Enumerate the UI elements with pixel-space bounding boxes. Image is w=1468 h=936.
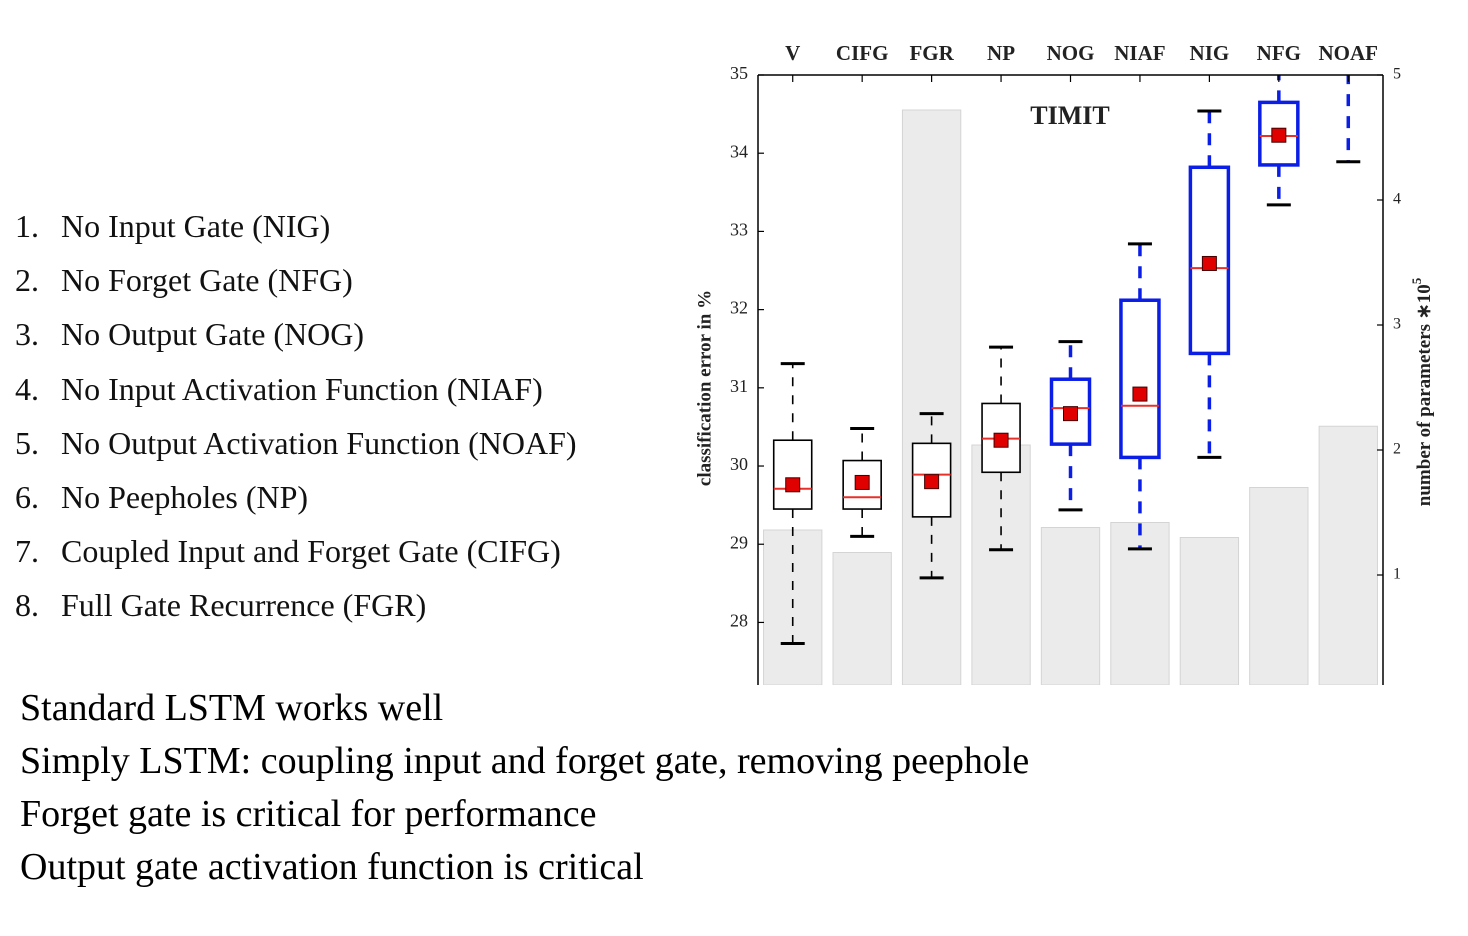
note: Output gate activation function is criti…	[20, 846, 644, 888]
box-layer	[772, 0, 1367, 646]
y-axis-label: classification error in %	[694, 290, 715, 486]
parameter-bar	[1249, 487, 1309, 685]
list-item: 6. No Peepholes (NP)	[15, 479, 308, 516]
list-text: No Input Gate (NIG)	[61, 208, 331, 244]
list-item: 1. No Input Gate (NIG)	[15, 208, 330, 245]
note: Forget gate is critical for performance	[20, 793, 597, 835]
mean-marker	[1271, 127, 1287, 143]
y-tick-label: 31	[730, 376, 748, 396]
y-tick-label: 33	[730, 220, 748, 240]
y-tick-label: 32	[730, 298, 748, 318]
y-tick-label: 28	[730, 611, 748, 631]
list-number: 8.	[15, 587, 39, 624]
list-number: 5.	[15, 424, 39, 461]
list-text: No Output Gate (NOG)	[61, 316, 365, 353]
list-text: Coupled Input and Forget Gate (CIFG)	[61, 533, 561, 570]
x-tick-label: NFG	[1257, 41, 1301, 65]
parameter-bar	[1040, 527, 1101, 685]
bar-layer	[763, 109, 1378, 685]
y2-tick-label: 3	[1393, 316, 1401, 333]
y2-tick-label: 5	[1393, 66, 1401, 83]
list-item: 2. No Forget Gate (NFG)	[15, 262, 353, 299]
x-tick-label: V	[785, 41, 800, 65]
mean-marker	[854, 474, 870, 490]
list-text: No Peepholes (NP)	[61, 479, 309, 515]
y2-axis-label: number of parameters ∗105	[1409, 277, 1435, 506]
y2-tick-label: 2	[1393, 441, 1401, 458]
list-number: 6.	[15, 479, 39, 515]
x-tick-label: NIG	[1190, 41, 1230, 65]
mean-marker	[785, 477, 801, 493]
mean-marker	[993, 432, 1009, 448]
list-item: 3. No Output Gate (NOG)	[15, 316, 364, 353]
axes: TIMIT classification error in % number o…	[694, 41, 1435, 685]
x-tick-label: NIAF	[1114, 41, 1165, 65]
list-text: No Forget Gate (NFG)	[61, 262, 353, 299]
list-number: 3.	[15, 316, 39, 353]
list-item: 7. Coupled Input and Forget Gate (CIFG)	[15, 533, 561, 570]
y-tick-label: 29	[730, 532, 748, 552]
box	[1119, 298, 1161, 460]
note: Standard LSTM works well	[20, 687, 444, 729]
y2-axis-label-exponent: 5	[1409, 277, 1424, 284]
note: Simply LSTM: coupling input and forget g…	[20, 740, 1030, 782]
y-tick-label: 30	[730, 454, 748, 474]
box	[1329, 0, 1367, 28]
list-number: 7.	[15, 533, 39, 570]
parameter-bar	[1318, 425, 1378, 685]
mean-marker	[924, 474, 940, 490]
y2-tick-label: 4	[1393, 191, 1401, 208]
mean-marker	[1201, 255, 1217, 271]
list-text: No Input Activation Function (NIAF)	[61, 370, 543, 407]
y-tick-label: 34	[730, 141, 748, 161]
y2-axis-label-text: number of parameters ∗10	[1414, 284, 1435, 506]
mean-marker	[1341, 0, 1355, 4]
mean-marker	[1132, 386, 1148, 402]
parameter-bar	[832, 552, 892, 685]
x-tick-label: NP	[987, 41, 1015, 65]
parameter-bar	[971, 444, 1031, 685]
x-tick-label: NOG	[1047, 41, 1095, 65]
x-tick-label: CIFG	[836, 41, 889, 65]
x-tick-label: FGR	[909, 41, 954, 65]
y-tick-label: 35	[730, 63, 748, 83]
list-text: Full Gate Recurrence (FGR)	[61, 587, 427, 624]
list-item: 8. Full Gate Recurrence (FGR)	[15, 587, 426, 624]
list-number: 2.	[15, 262, 39, 299]
list-text: No Output Activation Function (NOAF)	[61, 424, 577, 461]
parameter-bar	[901, 109, 962, 685]
box	[772, 439, 813, 510]
list-number: 4.	[15, 370, 39, 407]
y2-tick-label: 1	[1393, 566, 1401, 583]
list-item: 5. No Output Activation Function (NOAF)	[15, 425, 577, 462]
mean-marker	[1063, 406, 1078, 422]
list-number: 1.	[15, 208, 39, 244]
parameter-bar	[1179, 537, 1240, 685]
annotation: TIMIT	[1030, 101, 1109, 130]
list-item: 4. No Input Activation Function (NIAF)	[15, 371, 543, 408]
x-tick-label: NOAF	[1319, 41, 1379, 65]
